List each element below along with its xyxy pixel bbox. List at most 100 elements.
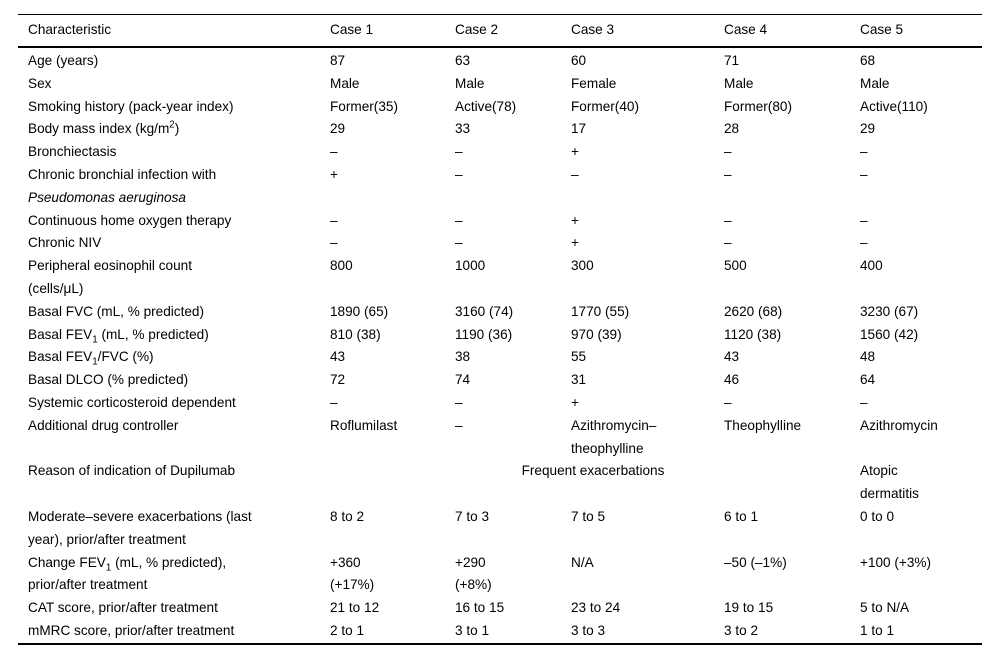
table-cell: – (455, 166, 463, 182)
table-cell: Former(80) (724, 98, 792, 114)
table-cell: 3160 (74) (455, 303, 514, 319)
table-cell: 3 to 1 (455, 622, 490, 638)
table-cell: 5 to N/A (860, 600, 910, 616)
row-label: Age (years) (28, 53, 99, 68)
table-cell: – (455, 394, 463, 410)
table-cell: – (330, 144, 338, 160)
table-cell: Atopic dermatitis (860, 463, 919, 502)
table-row: Systemic corticosteroid dependent – – + – – (18, 392, 982, 415)
table-cell: N/A (571, 554, 594, 570)
table-cell: – (455, 235, 463, 251)
table-cell: 16 to 15 (455, 600, 505, 616)
table-row: Continuous home oxygen therapy – – + – – (18, 210, 982, 233)
row-label: Body mass index (kg/m2) (28, 119, 180, 137)
table-cell: + (571, 212, 579, 228)
table-cell: 60 (571, 53, 587, 68)
table-cell: – (724, 144, 732, 160)
column-header-case-1: Case 1 (330, 14, 455, 48)
table-cell: 74 (455, 372, 471, 388)
table-cell: 810 (38) (330, 326, 381, 342)
table-row: Peripheral eosinophil count (cells/μL) 800… (18, 255, 982, 301)
table-cell: + (571, 394, 579, 410)
table-body: Age (years) 87 63 60 71 68 Sex Male Male Female Ma… (18, 47, 982, 644)
table-cell: Former(35) (330, 98, 398, 114)
table-cell: – (455, 417, 463, 433)
table-cell: 2 to 1 (330, 622, 365, 638)
column-header-case-2: Case 2 (455, 14, 571, 48)
table-cell: – (330, 212, 338, 228)
table-row: mMRC score, prior/after treatment 2 to 1 3… (18, 620, 982, 644)
table-cell: 46 (724, 372, 740, 388)
table-cell: Azithromycin (860, 417, 938, 433)
row-label: Change FEV1 (mL, % predicted), prior/afte… (28, 554, 227, 593)
table-cell: – (724, 235, 732, 251)
table-row: Smoking history (pack-year index) Former(… (18, 96, 982, 119)
table-cell: – (455, 212, 463, 228)
table-cell: 300 (571, 258, 594, 274)
table-cell: – (455, 144, 463, 160)
table-cell: Former(40) (571, 98, 639, 114)
table-cell: Roflumilast (330, 417, 398, 433)
table-cell: 33 (455, 121, 471, 137)
table-cell: + (571, 235, 579, 251)
row-label: Reason of indication of Dupilumab (28, 463, 236, 479)
table-cell: + (330, 166, 338, 182)
table-row: Body mass index (kg/m2) 29 33 17 28 29 (18, 118, 982, 141)
row-label: Continuous home oxygen therapy (28, 212, 232, 228)
table-cell: 72 (330, 372, 346, 388)
table-cell: +290 (+8%) (455, 554, 492, 593)
table-cell: 2620 (68) (724, 303, 783, 319)
table-cell: 3 to 3 (571, 622, 606, 638)
table-cell: – (860, 394, 868, 410)
table-cell: 1560 (42) (860, 326, 919, 342)
table-cell: 1 to 1 (860, 622, 895, 638)
column-header-case-5: Case 5 (860, 14, 982, 48)
row-label: Systemic corticosteroid dependent (28, 394, 236, 410)
table-cell: – (860, 212, 868, 228)
row-label: Smoking history (pack-year index) (28, 98, 234, 114)
table-row: Additional drug controller Roflumilast – Az… (18, 415, 982, 461)
table-cell: 31 (571, 372, 587, 388)
table-cell: 43 (724, 349, 740, 365)
row-label: Basal FVC (mL, % predicted) (28, 303, 205, 319)
table-cell: 38 (455, 349, 471, 365)
table-cell: – (724, 394, 732, 410)
table-cell: –50 (–1%) (724, 554, 787, 570)
table-cell: 28 (724, 121, 740, 137)
row-label: Bronchiectasis (28, 144, 117, 160)
table-cell: – (860, 235, 868, 251)
table-cell: 63 (455, 53, 471, 68)
table-row: Basal FEV1 (mL, % predicted) 810 (38) 1190… (18, 324, 982, 347)
table-cell: 29 (330, 121, 346, 137)
table-header-row: Characteristic Case 1 Case 2 Case 3 Case 4 Ca… (18, 14, 982, 48)
table-cell: 64 (860, 372, 876, 388)
table-cell: 1000 (455, 258, 486, 274)
table-row: Chronic NIV – – + – – (18, 232, 982, 255)
table-cell: 7 to 3 (455, 508, 490, 524)
table-cell: – (860, 166, 868, 182)
table-cell: 68 (860, 53, 876, 68)
table-cell: Male (330, 75, 360, 91)
table-cell: 1120 (38) (724, 326, 782, 342)
column-header-characteristic: Characteristic (18, 14, 330, 48)
row-label: Moderate–severe exacerbations (last year)… (28, 508, 252, 547)
column-header-case-3: Case 3 (571, 14, 724, 48)
table-cell: 970 (39) (571, 326, 622, 342)
table-cell: 0 to 0 (860, 508, 895, 524)
row-label: Sex (28, 75, 52, 91)
table-cell: Frequent exacerbations (521, 463, 665, 479)
row-label: Basal DLCO (% predicted) (28, 372, 189, 388)
row-label: Basal FEV1/FVC (%) (28, 349, 154, 369)
row-label: Peripheral eosinophil count (cells/μL) (28, 258, 192, 296)
table-cell: Female (571, 75, 617, 91)
table-row: Change FEV1 (mL, % predicted), prior/afte… (18, 552, 982, 598)
table-cell: – (724, 166, 732, 182)
table-cell: 800 (330, 258, 353, 274)
row-label: mMRC score, prior/after treatment (28, 622, 235, 638)
table-cell: Azithromycin– theophylline (571, 417, 657, 456)
table-cell: Male (455, 75, 485, 91)
table-cell: 23 to 24 (571, 600, 621, 616)
table-row: Chronic bronchial infection with Pseudomo… (18, 164, 982, 210)
table-cell: – (724, 212, 732, 228)
table-cell: 29 (860, 121, 876, 137)
